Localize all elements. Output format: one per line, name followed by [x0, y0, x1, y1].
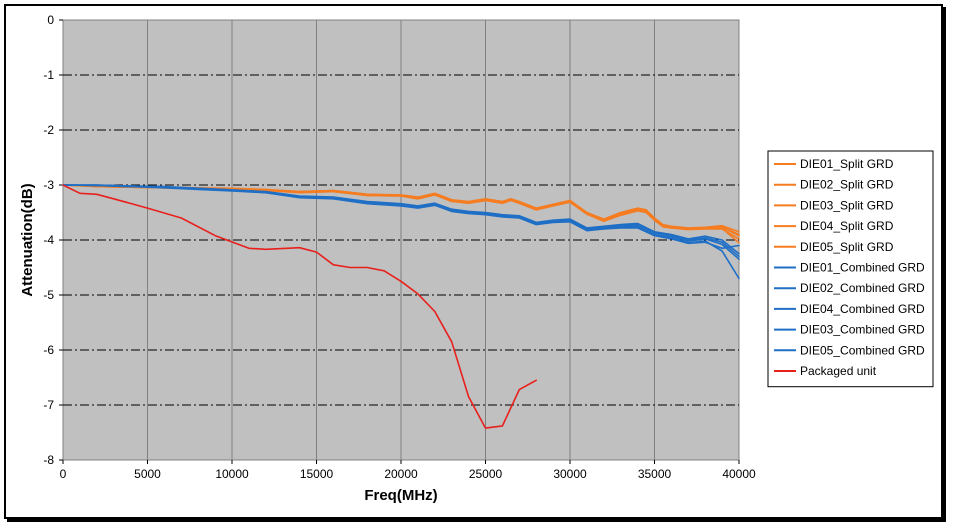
y-tick-label: -3 [43, 178, 54, 192]
y-tick-label: -6 [43, 343, 54, 357]
series-line-packaged-unit [62, 184, 537, 429]
x-tick-label: 40000 [722, 467, 756, 481]
x-tick-labels: 0 5000 10000 15000 20000 25000 30000 35000 40000 [60, 460, 756, 481]
grid-lines [63, 20, 739, 460]
legend-label: DIE05_Split GRD [800, 240, 894, 254]
x-tick-label: 15000 [300, 467, 334, 481]
x-tick-label: 30000 [553, 467, 587, 481]
attenuation-chart: 0 -1 -2 -3 -4 -5 -6 -7 -8 0 5000 10000 15000 20000 25… [19, 13, 934, 504]
y-tick-label: -2 [43, 123, 54, 137]
legend: DIE01_Split GRD DIE02_Split GRD DIE03_Spli… [767, 150, 934, 388]
series-lines [62, 184, 740, 429]
legend-label: DIE01_Combined GRD [800, 261, 925, 275]
y-tick-label: -8 [43, 453, 54, 467]
legend-label: DIE02_Combined GRD [800, 281, 925, 295]
legend-label: DIE02_Split GRD [800, 178, 894, 192]
x-tick-label: 20000 [384, 467, 418, 481]
legend-label: DIE03_Combined GRD [800, 323, 925, 337]
y-axis-title: Attenuation(dB) [19, 183, 36, 296]
x-axis-title: Freq(MHz) [364, 487, 437, 504]
y-tick-label: -5 [43, 288, 54, 302]
y-tick-label: -4 [43, 233, 54, 247]
x-tick-label: 10000 [215, 467, 249, 481]
y-tick-label: -1 [43, 68, 54, 82]
legend-label: DIE04_Combined GRD [800, 302, 925, 316]
x-tick-label: 35000 [638, 467, 672, 481]
series-line-die05-combined-grd [62, 184, 740, 250]
x-tick-label: 5000 [134, 467, 161, 481]
y-tick-label: 0 [47, 13, 54, 27]
x-tick-label: 0 [60, 467, 67, 481]
legend-label: Packaged unit [800, 364, 877, 378]
legend-label: DIE01_Split GRD [800, 157, 894, 171]
legend-label: DIE03_Split GRD [800, 198, 894, 212]
legend-label: DIE05_Combined GRD [800, 343, 925, 357]
series-line-die03-combined-grd [62, 184, 740, 258]
x-tick-label: 25000 [469, 467, 503, 481]
y-tick-labels: 0 -1 -2 -3 -4 -5 -6 -7 -8 [43, 13, 63, 467]
legend-label: DIE04_Split GRD [800, 219, 894, 233]
chart-frame: 0 -1 -2 -3 -4 -5 -6 -7 -8 0 5000 10000 15000 20000 25… [4, 4, 943, 519]
legend-box [767, 150, 934, 388]
y-tick-label: -7 [43, 398, 54, 412]
